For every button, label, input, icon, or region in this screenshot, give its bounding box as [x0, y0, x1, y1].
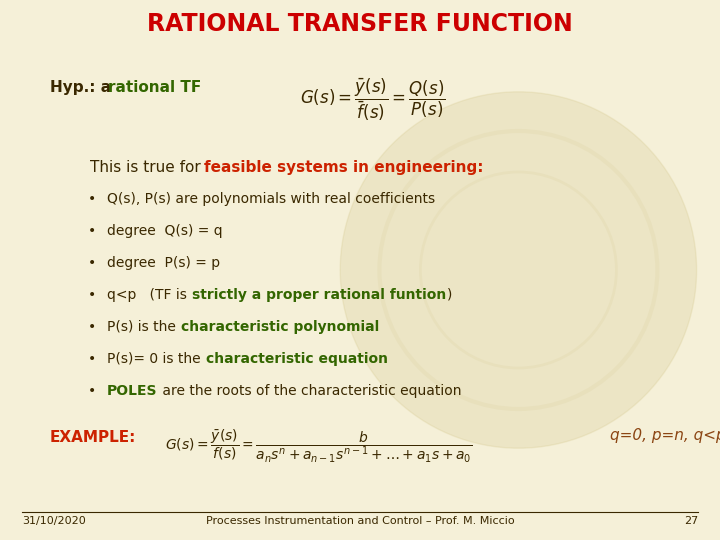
Text: •: • [88, 288, 96, 302]
Text: degree  P(s) = p: degree P(s) = p [107, 256, 220, 270]
Text: $G(s) = \dfrac{\bar{y}(s)}{\bar{f}(s)} = \dfrac{Q(s)}{P(s)}$: $G(s) = \dfrac{\bar{y}(s)}{\bar{f}(s)} =… [300, 76, 446, 123]
Text: EXAMPLE:: EXAMPLE: [50, 430, 136, 445]
Text: q=0, p=n, q<p: q=0, p=n, q<p [610, 428, 720, 443]
Text: Q(s), P(s) are polynomials with real coefficients: Q(s), P(s) are polynomials with real coe… [107, 192, 435, 206]
Circle shape [340, 92, 697, 448]
Text: ): ) [446, 288, 452, 302]
Text: Hyp.: a: Hyp.: a [50, 80, 117, 95]
Text: P(s)= 0 is the: P(s)= 0 is the [107, 352, 205, 366]
Text: 31/10/2020: 31/10/2020 [22, 516, 86, 526]
Text: •: • [88, 384, 96, 398]
Text: characteristic equation: characteristic equation [205, 352, 387, 366]
Text: P(s) is the: P(s) is the [107, 320, 180, 334]
Text: •: • [88, 320, 96, 334]
Text: degree  Q(s) = q: degree Q(s) = q [107, 224, 222, 238]
Text: This is true for: This is true for [90, 160, 206, 175]
Text: •: • [88, 224, 96, 238]
Text: rational TF: rational TF [108, 80, 202, 95]
Text: POLES: POLES [107, 384, 158, 398]
Text: are the roots of the characteristic equation: are the roots of the characteristic equa… [158, 384, 462, 398]
Text: RATIONAL TRANSFER FUNCTION: RATIONAL TRANSFER FUNCTION [147, 12, 573, 36]
Text: strictly a proper rational funtion: strictly a proper rational funtion [192, 288, 446, 302]
Text: •: • [88, 352, 96, 366]
Text: feasible systems in engineering:: feasible systems in engineering: [204, 160, 484, 175]
Text: •: • [88, 192, 96, 206]
Text: 27: 27 [684, 516, 698, 526]
Text: q<p   (TF is: q<p (TF is [107, 288, 192, 302]
Text: $G(s) = \dfrac{\bar{y}(s)}{f(s)} = \dfrac{b}{a_n s^n + a_{n-1} s^{n-1}+\ldots+a_: $G(s) = \dfrac{\bar{y}(s)}{f(s)} = \dfra… [165, 428, 472, 465]
Text: Processes Instrumentation and Control – Prof. M. Miccio: Processes Instrumentation and Control – … [206, 516, 514, 526]
Text: •: • [88, 256, 96, 270]
Text: characteristic polynomial: characteristic polynomial [181, 320, 379, 334]
